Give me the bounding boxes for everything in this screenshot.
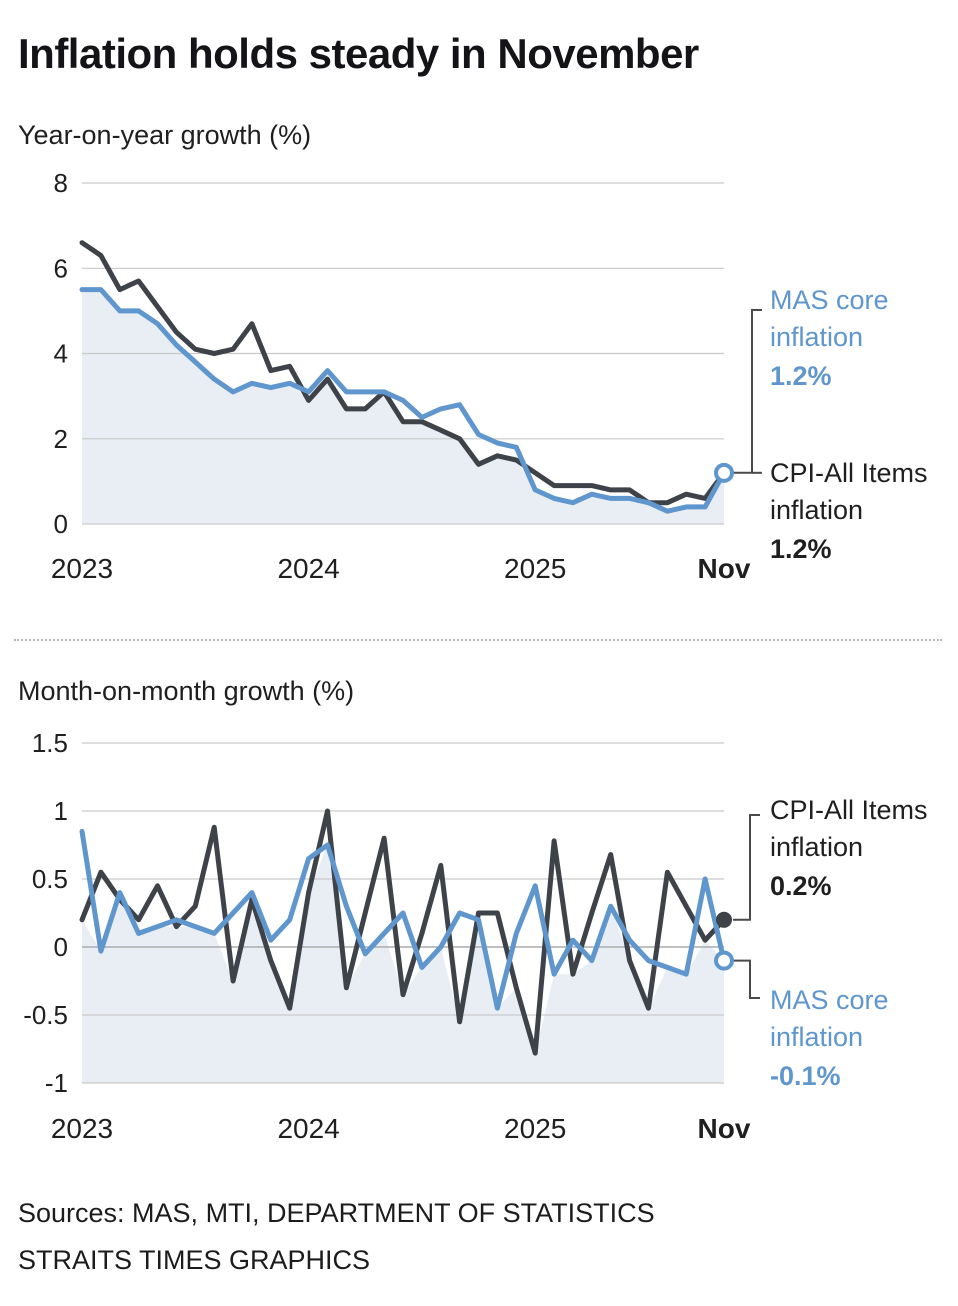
sources-line-2: STRAITS TIMES GRAPHICS	[18, 1245, 371, 1275]
yoy-cpi-label: CPI-All Items inflation	[770, 458, 928, 525]
svg-text:2024: 2024	[277, 553, 339, 584]
section-divider	[14, 639, 942, 641]
svg-text:0: 0	[54, 509, 68, 539]
svg-text:4: 4	[54, 339, 68, 369]
page-title: Inflation holds steady in November	[18, 30, 699, 77]
mom-core-label: MAS core inflation	[770, 985, 889, 1052]
sources: Sources: MAS, MTI, DEPARTMENT OF STATIST…	[18, 1190, 655, 1284]
svg-text:2023: 2023	[51, 1113, 113, 1144]
mom-core-annotation: MAS core inflation -0.1%	[770, 982, 920, 1095]
mom-chart-title: Month-on-month growth (%)	[18, 676, 355, 706]
svg-text:1.5: 1.5	[32, 728, 68, 758]
svg-text:2024: 2024	[277, 1113, 339, 1144]
svg-text:Nov: Nov	[698, 553, 751, 584]
yoy-cpi-value: 1.2%	[770, 534, 832, 564]
sources-line-1: Sources: MAS, MTI, DEPARTMENT OF STATIST…	[18, 1198, 655, 1228]
svg-text:0.5: 0.5	[32, 864, 68, 894]
svg-text:2023: 2023	[51, 553, 113, 584]
svg-text:2025: 2025	[504, 1113, 566, 1144]
svg-text:1: 1	[54, 796, 68, 826]
svg-text:2025: 2025	[504, 553, 566, 584]
yoy-core-value: 1.2%	[770, 361, 832, 391]
mom-cpi-value: 0.2%	[770, 871, 832, 901]
mom-core-value: -0.1%	[770, 1061, 841, 1091]
yoy-cpi-annotation: CPI-All Items inflation 1.2%	[770, 455, 952, 568]
yoy-core-annotation: MAS core inflation 1.2%	[770, 282, 920, 395]
svg-text:Nov: Nov	[698, 1113, 751, 1144]
yoy-chart-svg: 8 6 4 2 0 2023 2024 2025 Nov	[51, 168, 762, 584]
svg-text:-1: -1	[45, 1068, 68, 1098]
svg-text:8: 8	[54, 168, 68, 198]
yoy-core-label: MAS core inflation	[770, 285, 889, 352]
mom-cpi-label: CPI-All Items inflation	[770, 795, 928, 862]
svg-text:0: 0	[54, 932, 68, 962]
svg-text:-0.5: -0.5	[23, 1000, 68, 1030]
svg-text:2: 2	[54, 424, 68, 454]
svg-text:6: 6	[54, 253, 68, 283]
mom-cpi-annotation: CPI-All Items inflation 0.2%	[770, 792, 952, 905]
yoy-chart-title: Year-on-year growth (%)	[18, 120, 312, 150]
mom-chart-svg: 1.5 1 0.5 0 -0.5 -1 2023 2024 2025 Nov	[23, 728, 760, 1144]
